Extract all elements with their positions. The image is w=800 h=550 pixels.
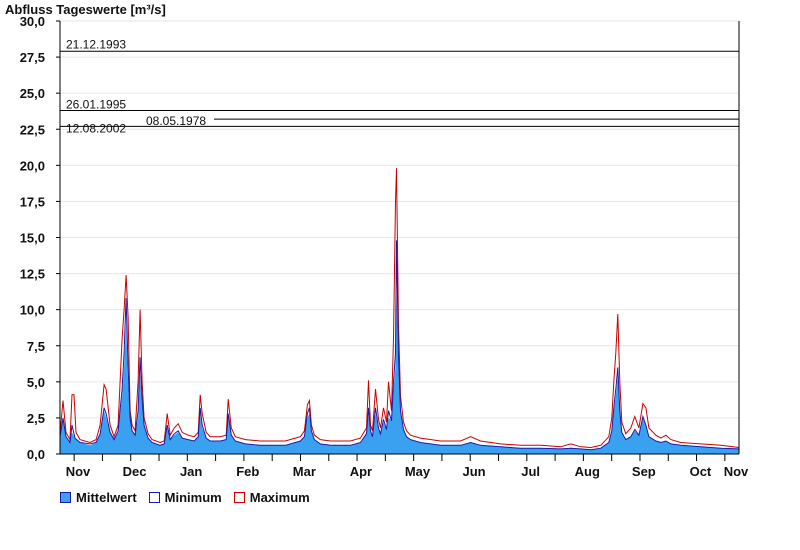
legend-item-minimum: Minimum <box>148 490 222 505</box>
y-tick-label-12: 30,0 <box>20 14 45 29</box>
legend-swatch-maximum <box>233 492 245 503</box>
reference-label-3: 12.08.2002 <box>66 121 126 135</box>
chart-title: Abfluss Tageswerte [m³/s] <box>5 2 166 17</box>
y-tick-label-6: 15,0 <box>20 231 45 246</box>
y-tick-label-8: 20,0 <box>20 158 45 173</box>
legend-swatch-minimum <box>148 492 160 503</box>
y-tick-label-11: 27,5 <box>20 50 45 65</box>
x-tick-label-3: Feb <box>236 464 259 479</box>
y-tick-label-5: 12,5 <box>20 267 45 282</box>
series-maximum-line <box>59 168 740 449</box>
legend-swatch-mittelwert <box>60 492 71 503</box>
legend-label-mittelwert: Mittelwert <box>76 490 137 505</box>
series-mittelwert-area <box>60 290 739 454</box>
y-tick-label-4: 10,0 <box>20 303 45 318</box>
y-tick-label-7: 17,5 <box>20 194 45 209</box>
x-tick-label-1: Dec <box>123 464 147 479</box>
x-tick-label-6: May <box>405 464 431 479</box>
series-minimum-line <box>59 240 740 451</box>
legend: Mittelwert Minimum Maximum <box>60 490 310 505</box>
x-tick-label-4: Mar <box>293 464 316 479</box>
data-lines <box>59 168 740 451</box>
y-tick-label-0: 0,0 <box>27 447 45 462</box>
legend-label-minimum: Minimum <box>164 490 222 505</box>
x-axis-ticks: Nov Dec Jan Feb Mar Apr May Jun Jul Aug Sep Oct Nov <box>66 454 749 479</box>
x-tick-label-0: Nov <box>66 464 91 479</box>
reference-label-2: 08.05.1978 <box>146 114 206 128</box>
y-tick-label-10: 25,0 <box>20 86 45 101</box>
legend-item-maximum: Maximum <box>233 490 310 505</box>
x-tick-label-5: Apr <box>350 464 372 479</box>
x-tick-label-11: Oct <box>690 464 712 479</box>
reference-lines: 21.12.1993 26.01.1995 08.05.1978 12.08.2002 <box>60 37 739 135</box>
x-tick-label-10: Sep <box>632 464 656 479</box>
data-area <box>60 290 739 454</box>
x-tick-label-9: Aug <box>575 464 600 479</box>
y-axis-ticks: 0,0 2,5 5,0 7,5 10,0 12,5 15,0 17,5 20,0 22,5 25,0… <box>20 14 60 462</box>
legend-item-mittelwert: Mittelwert <box>60 490 137 505</box>
y-tick-label-2: 5,0 <box>27 375 45 390</box>
y-tick-label-1: 2,5 <box>27 411 45 426</box>
reference-label-0: 21.12.1993 <box>66 37 126 51</box>
y-tick-label-3: 7,5 <box>27 339 45 354</box>
y-tick-label-9: 22,5 <box>20 122 45 137</box>
x-tick-label-2: Jan <box>180 464 202 479</box>
reference-label-1: 26.01.1995 <box>66 97 126 111</box>
x-tick-label-7: Jun <box>463 464 486 479</box>
x-tick-label-8: Jul <box>521 464 540 479</box>
x-tick-label-12: Nov <box>724 464 749 479</box>
legend-label-maximum: Maximum <box>249 490 310 505</box>
